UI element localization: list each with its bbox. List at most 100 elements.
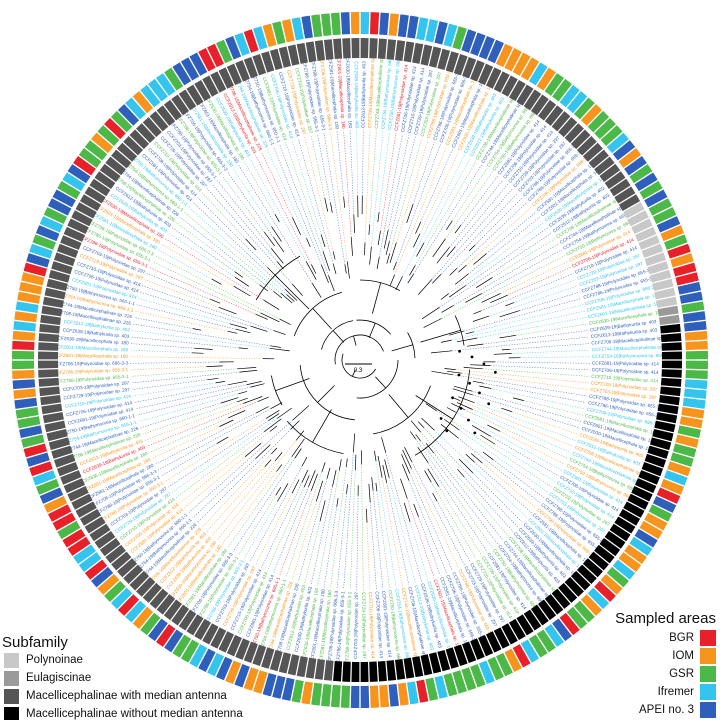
area-cell bbox=[78, 148, 102, 168]
subfamily-cell bbox=[342, 661, 351, 682]
subfamily-cell bbox=[111, 551, 132, 571]
branch bbox=[440, 339, 452, 343]
branch bbox=[454, 273, 469, 285]
branch bbox=[470, 364, 491, 366]
guide-line bbox=[463, 476, 514, 532]
area-cell bbox=[253, 670, 268, 694]
branch bbox=[235, 328, 251, 334]
area-cell bbox=[360, 12, 370, 35]
branch bbox=[366, 508, 368, 523]
guide-line bbox=[131, 379, 208, 390]
subfamily-cell bbox=[641, 462, 664, 477]
subfamily-cell bbox=[71, 210, 93, 227]
area-cell bbox=[13, 388, 37, 399]
guide-line bbox=[267, 486, 305, 571]
subfamily-cell bbox=[163, 599, 182, 621]
area-cell bbox=[189, 52, 208, 76]
area-cell bbox=[679, 416, 703, 429]
area-cell bbox=[487, 39, 504, 64]
label-bgr: BGR bbox=[669, 632, 694, 644]
branch bbox=[472, 380, 484, 384]
clade-stem bbox=[372, 282, 382, 314]
node-dot bbox=[467, 418, 470, 422]
branch bbox=[458, 396, 475, 404]
subfamily-cell bbox=[56, 462, 79, 477]
branch bbox=[456, 337, 478, 343]
guide-line bbox=[415, 439, 493, 549]
guide-line bbox=[179, 216, 274, 292]
guide-line bbox=[423, 157, 471, 243]
guide-line bbox=[436, 410, 552, 488]
guide-line bbox=[285, 142, 324, 252]
branch bbox=[447, 370, 462, 374]
tip-label: CCFZ708-19|Macellicephalinae sp. 226 bbox=[367, 47, 375, 128]
subfamily-cell bbox=[538, 99, 557, 121]
branch bbox=[291, 438, 305, 457]
subfamily-cell bbox=[163, 99, 182, 121]
guide-line bbox=[175, 221, 260, 286]
area-cell bbox=[91, 132, 114, 154]
area-cell bbox=[675, 434, 699, 448]
subfamily-cell bbox=[75, 501, 97, 518]
branch bbox=[481, 293, 501, 303]
subfamily-cell bbox=[412, 656, 424, 678]
guide-line bbox=[304, 520, 321, 584]
branch bbox=[238, 391, 248, 395]
branch bbox=[377, 212, 380, 223]
subfamily-cell bbox=[403, 657, 415, 679]
subfamily-cell bbox=[486, 67, 502, 89]
subfamily-cell bbox=[39, 323, 60, 334]
branch bbox=[332, 251, 336, 260]
branch bbox=[211, 278, 222, 285]
area-cell bbox=[461, 29, 477, 53]
guide-line bbox=[130, 343, 195, 349]
guide-line bbox=[243, 161, 276, 215]
subfamily-cell bbox=[194, 79, 211, 102]
area-cell bbox=[234, 32, 250, 56]
guide-line bbox=[481, 273, 574, 312]
guide-line bbox=[179, 431, 271, 504]
branch bbox=[268, 413, 280, 421]
branch bbox=[276, 407, 292, 419]
guide-line bbox=[473, 304, 584, 333]
clade-stem bbox=[353, 335, 357, 346]
subfamily-cell bbox=[210, 71, 227, 93]
label-ifremer: Ifremer bbox=[657, 686, 694, 698]
area-cell bbox=[667, 243, 691, 259]
area-cell bbox=[19, 281, 43, 295]
subfamily-cell bbox=[599, 163, 621, 182]
subfamily-cell bbox=[634, 226, 657, 242]
subfamily-cell bbox=[235, 638, 250, 660]
area-cell bbox=[272, 21, 286, 45]
subfamily-cell bbox=[171, 94, 190, 116]
guide-line bbox=[298, 138, 334, 264]
guide-line bbox=[323, 132, 346, 265]
branch bbox=[493, 353, 512, 355]
branch bbox=[473, 253, 487, 265]
tip-label: CCFZ703-19|Polynoidae sp. 297 bbox=[62, 380, 129, 392]
subfamily-cell bbox=[202, 75, 219, 97]
subfamily-cell bbox=[582, 142, 603, 162]
guide-line bbox=[460, 175, 499, 226]
branch bbox=[284, 289, 298, 301]
guide-line bbox=[291, 140, 322, 235]
tip-label: CCFZ706-19|Polynoidae sp. 666-3-3 bbox=[53, 361, 128, 367]
subfamily-cell bbox=[588, 551, 609, 571]
branch bbox=[270, 345, 281, 348]
subfamily-cell bbox=[564, 576, 584, 597]
legend-row-macellicephalinae-with: Macellicephalinae with median antenna bbox=[2, 687, 243, 705]
area-cell bbox=[580, 594, 603, 616]
subfamily-cell bbox=[627, 210, 649, 227]
subfamily-cell bbox=[46, 428, 68, 442]
guide-line bbox=[411, 461, 465, 566]
label-eulagiscinae: Eulagiscinae bbox=[26, 672, 92, 684]
guide-line bbox=[298, 478, 328, 582]
area-cell bbox=[675, 272, 699, 286]
clade-stem bbox=[415, 395, 454, 420]
area-cell bbox=[544, 624, 564, 647]
guide-line bbox=[486, 211, 537, 254]
guide-line bbox=[171, 418, 278, 493]
subfamily-cell bbox=[136, 576, 156, 597]
guide-line bbox=[216, 440, 297, 541]
